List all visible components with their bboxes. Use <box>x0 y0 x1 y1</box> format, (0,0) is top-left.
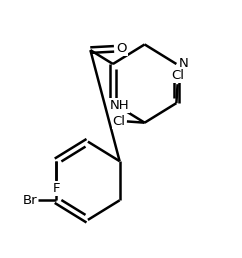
Text: Cl: Cl <box>113 115 126 128</box>
Text: Br: Br <box>23 194 37 207</box>
Text: F: F <box>53 182 60 195</box>
Text: O: O <box>116 42 127 55</box>
Text: N: N <box>179 58 189 70</box>
Text: Cl: Cl <box>171 69 184 82</box>
Text: NH: NH <box>110 99 129 112</box>
